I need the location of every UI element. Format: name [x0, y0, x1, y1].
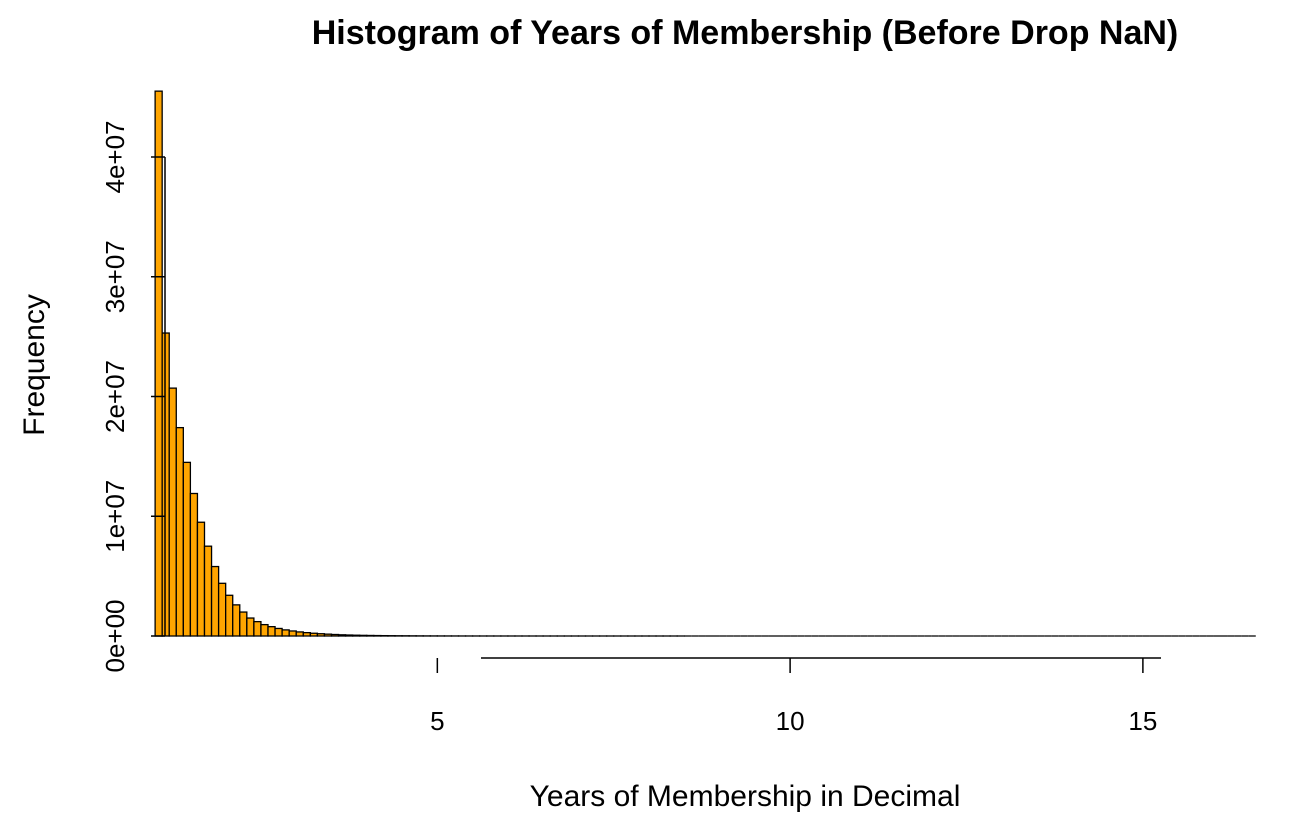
- histogram-bar: [246, 617, 255, 637]
- histogram-bar: [309, 632, 319, 637]
- y-axis: 0e+00 1e+07 2e+07 3e+07 4e+07: [100, 120, 166, 673]
- histogram-bar: [344, 634, 354, 637]
- histogram-bar: [281, 629, 290, 637]
- histogram-bar: [225, 594, 234, 637]
- x-tick-label: 15: [1128, 706, 1157, 736]
- histogram-bar: [323, 633, 333, 637]
- y-tick-label: 1e+07: [100, 480, 130, 553]
- histogram-bar: [316, 633, 326, 637]
- histogram-bar: [352, 634, 361, 637]
- x-tick-label: 10: [776, 706, 805, 736]
- histogram-bar: [330, 633, 340, 637]
- histogram-bar: [210, 565, 220, 637]
- histogram-bar: [203, 545, 213, 637]
- histogram-bar: [239, 611, 248, 637]
- y-tick-label: 2e+07: [100, 360, 130, 433]
- y-tick-label: 0e+00: [100, 599, 130, 672]
- histogram-bar: [295, 631, 304, 637]
- x-axis-label: Years of Membership in Decimal: [530, 780, 961, 813]
- histogram-bar: [302, 631, 311, 637]
- histogram-bar: [337, 634, 347, 637]
- x-axis: 5 10 15: [430, 657, 1161, 736]
- histogram-bar: [260, 623, 269, 637]
- y-tick-label: 3e+07: [100, 240, 130, 313]
- histogram-bar: [274, 627, 283, 637]
- y-axis-label: Frequency: [18, 294, 51, 436]
- x-tick-label: 5: [430, 706, 444, 736]
- bars-group: [154, 90, 1257, 637]
- chart-title: Histogram of Years of Membership (Before…: [312, 14, 1179, 52]
- histogram-bar: [232, 604, 241, 637]
- histogram-bar: [182, 461, 192, 637]
- histogram-bar: [154, 90, 163, 637]
- histogram-bar: [366, 634, 375, 637]
- y-tick-label: 4e+07: [100, 120, 130, 193]
- histogram-bar: [217, 582, 227, 637]
- histogram-bar: [196, 521, 206, 637]
- histogram-bar: [168, 387, 177, 637]
- histogram-bar: [359, 634, 368, 637]
- histogram-bar: [288, 630, 297, 637]
- histogram-bar: [175, 426, 184, 637]
- histogram-bar: [189, 492, 199, 637]
- histogram-bar: [267, 626, 276, 637]
- histogram-bar: [253, 620, 262, 637]
